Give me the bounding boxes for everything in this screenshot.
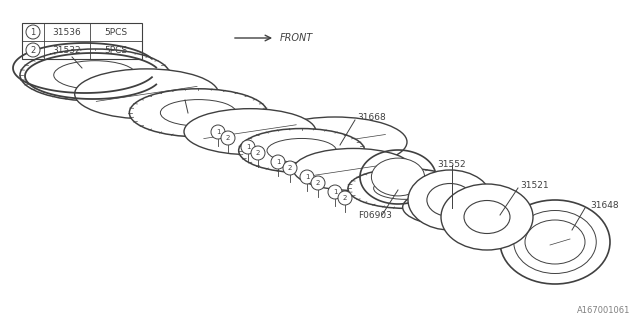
Text: 1: 1: [305, 174, 309, 180]
Ellipse shape: [500, 200, 610, 284]
Ellipse shape: [239, 129, 365, 172]
Ellipse shape: [408, 170, 492, 230]
Ellipse shape: [348, 168, 462, 208]
Circle shape: [283, 161, 297, 175]
Text: 5PCS: 5PCS: [104, 45, 127, 54]
Circle shape: [328, 185, 342, 199]
Text: F06903: F06903: [358, 211, 392, 220]
Text: 1: 1: [276, 159, 280, 165]
Circle shape: [251, 146, 265, 160]
Ellipse shape: [267, 139, 336, 163]
Text: 31536: 31536: [52, 28, 81, 36]
Ellipse shape: [129, 89, 268, 137]
Ellipse shape: [464, 201, 510, 234]
Ellipse shape: [20, 49, 170, 101]
Ellipse shape: [184, 109, 316, 155]
Text: 1: 1: [246, 144, 250, 150]
Text: 2: 2: [256, 150, 260, 156]
Ellipse shape: [512, 228, 608, 262]
Circle shape: [300, 170, 314, 184]
Text: 2: 2: [30, 45, 36, 54]
Ellipse shape: [427, 183, 473, 217]
Text: 31567: 31567: [168, 97, 196, 106]
Ellipse shape: [161, 100, 236, 126]
Ellipse shape: [525, 220, 585, 264]
Text: 31668: 31668: [357, 113, 386, 122]
Circle shape: [311, 176, 325, 190]
Circle shape: [271, 155, 285, 169]
Text: 31521: 31521: [520, 180, 548, 189]
Text: 1: 1: [216, 129, 220, 135]
Circle shape: [26, 43, 40, 57]
Ellipse shape: [514, 211, 596, 274]
Text: A167001061: A167001061: [577, 306, 630, 315]
Text: 31648: 31648: [590, 201, 619, 210]
Text: 31532: 31532: [52, 45, 81, 54]
Circle shape: [26, 25, 40, 39]
Text: F10043: F10043: [48, 53, 82, 62]
Ellipse shape: [75, 69, 219, 119]
Text: 1: 1: [333, 189, 337, 195]
Ellipse shape: [480, 216, 536, 236]
Text: 5PCS: 5PCS: [104, 28, 127, 36]
Ellipse shape: [374, 177, 436, 199]
Text: 2: 2: [288, 165, 292, 171]
Text: 2: 2: [226, 135, 230, 141]
Ellipse shape: [441, 184, 533, 250]
Circle shape: [221, 131, 235, 145]
Ellipse shape: [403, 188, 511, 226]
Text: 2: 2: [316, 180, 320, 186]
Text: 31552: 31552: [438, 160, 467, 169]
Ellipse shape: [293, 148, 413, 190]
Ellipse shape: [371, 158, 424, 196]
Ellipse shape: [458, 208, 559, 244]
Ellipse shape: [54, 61, 136, 89]
Text: 2: 2: [343, 195, 347, 201]
Text: FRONT: FRONT: [280, 33, 313, 43]
Text: 1: 1: [30, 28, 36, 36]
Circle shape: [241, 140, 255, 154]
Circle shape: [338, 191, 352, 205]
Circle shape: [211, 125, 225, 139]
Ellipse shape: [263, 117, 407, 167]
